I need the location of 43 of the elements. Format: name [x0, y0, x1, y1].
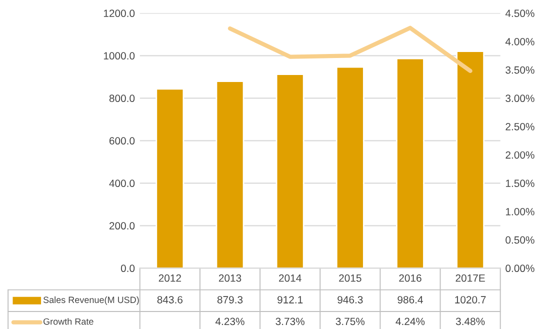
y-tick-label: 200.0 — [109, 222, 135, 230]
data-label: 946.3 — [338, 296, 363, 304]
y2-tick-label: 4.50% — [505, 10, 534, 18]
data-label: 3.75% — [336, 318, 365, 326]
data-label: 986.4 — [398, 296, 423, 304]
x-tick-label: 2012 — [158, 274, 181, 282]
y-tick-label: 1000.0 — [104, 52, 135, 60]
y-tick-label: 800.0 — [109, 94, 135, 102]
data-label: 879.3 — [217, 296, 243, 304]
x-tick-label: 2016 — [399, 274, 422, 282]
data-label: 4.23% — [215, 318, 244, 326]
data-label: 3.73% — [276, 318, 304, 326]
legend-label: Growth Rate — [43, 318, 94, 325]
y-tick-label: 1200.0 — [104, 10, 135, 18]
x-tick-label: 2017E — [456, 274, 485, 282]
bar — [216, 80, 244, 268]
line-series — [228, 26, 472, 74]
x-tick-label: 2013 — [218, 274, 242, 282]
y2-tick-label: 3.50% — [506, 66, 534, 74]
y2-tick-label: 0.00% — [506, 264, 534, 272]
legend-label: Sales Revenue(M USD) — [43, 296, 139, 305]
y2-tick-label: 1.50% — [506, 180, 534, 188]
bar — [456, 50, 485, 268]
y2-tick-label: 2.50% — [506, 122, 534, 130]
x-tick-label: 2014 — [279, 274, 302, 282]
y-tick-label: 600.0 — [109, 137, 135, 145]
data-label: 843.6 — [157, 296, 182, 304]
y2-tick-label: 2.00% — [506, 151, 534, 159]
y-tick-label: 400.0 — [109, 180, 135, 188]
data-label: 912.1 — [278, 296, 303, 304]
data-label: 4.24% — [396, 318, 425, 326]
y-tick-label: 0.0 — [120, 264, 135, 272]
bar — [156, 88, 184, 268]
data-label: 3.48% — [456, 318, 485, 326]
data-label: 1020.7 — [455, 296, 486, 304]
y2-tick-label: 0.50% — [506, 236, 534, 244]
y2-tick-label: 4.00% — [505, 38, 534, 46]
y2-tick-label: 3.00% — [506, 94, 534, 102]
x-tick-label: 2015 — [339, 274, 362, 282]
y2-tick-label: 1.00% — [506, 208, 534, 216]
bar — [336, 66, 364, 268]
bar — [276, 74, 304, 268]
bar — [396, 58, 424, 268]
